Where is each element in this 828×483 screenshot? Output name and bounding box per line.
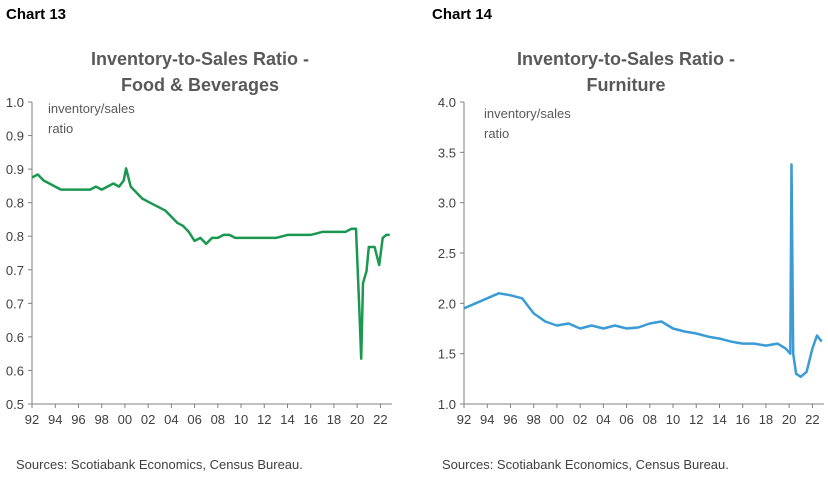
- x-tick-label: 96: [71, 412, 85, 427]
- chart-title-line-1: Inventory-to-Sales Ratio -: [516, 49, 736, 69]
- sources-note: Sources: Scotiabank Economics, Census Bu…: [442, 457, 729, 472]
- x-tick-label: 18: [327, 412, 341, 427]
- y-tick-label: 0.8: [6, 229, 24, 244]
- x-tick-label: 06: [619, 412, 633, 427]
- y-tick-label: 0.7: [6, 296, 24, 311]
- x-tick-label: 94: [48, 412, 62, 427]
- y-annotation-line-1: inventory/sales: [48, 101, 135, 116]
- x-tick-label: 12: [689, 412, 703, 427]
- y-tick-label: 0.9: [6, 162, 24, 177]
- y-tick-label: 0.6: [6, 330, 24, 345]
- chart-14-plot: inventory/sales ratio 1.0 1.5 2.0 2.5 3.0 3.5…: [438, 95, 824, 427]
- x-tick-label: 92: [25, 412, 39, 427]
- x-tick-label: 20: [782, 412, 796, 427]
- series-line: [31, 167, 390, 360]
- x-tick-label: 96: [503, 412, 517, 427]
- chart-label: Chart 14: [432, 6, 493, 23]
- y-tick-label: 0.7: [6, 263, 24, 278]
- y-tick-label: 2.0: [438, 296, 456, 311]
- x-tick-label: 04: [164, 412, 178, 427]
- x-tick-label: 18: [759, 412, 773, 427]
- y-tick-label: 1.5: [438, 347, 456, 362]
- y-tick-label: 4.0: [438, 95, 456, 110]
- y-tick-label: 0.5: [6, 397, 24, 412]
- chart-title: Inventory-to-Sales Ratio - Furniture: [426, 46, 826, 98]
- x-tick-label: 00: [550, 412, 564, 427]
- y-annotation-line-2: ratio: [484, 126, 509, 141]
- x-tick-label: 08: [211, 412, 225, 427]
- x-tick-label: 04: [596, 412, 610, 427]
- x-tick-label: 92: [457, 412, 471, 427]
- x-tick-label: 22: [373, 412, 387, 427]
- x-tick-label: 02: [573, 412, 587, 427]
- chart-14-panel: Chart 14 Inventory-to-Sales Ratio - Furn…: [426, 0, 828, 483]
- x-tick-label: 14: [280, 412, 294, 427]
- chart-label: Chart 13: [6, 6, 67, 23]
- x-tick-label: 16: [303, 412, 317, 427]
- y-annotation-line-2: ratio: [48, 121, 73, 136]
- y-tick-label: 2.5: [438, 246, 456, 261]
- x-tick-label: 22: [805, 412, 819, 427]
- y-tick-label: 0.9: [6, 129, 24, 144]
- chart-title-line-2: Food & Beverages: [120, 75, 280, 95]
- x-tick-label: 14: [712, 412, 726, 427]
- sources-note: Sources: Scotiabank Economics, Census Bu…: [16, 457, 303, 472]
- x-tick-label: 16: [735, 412, 749, 427]
- x-tick-label: 00: [118, 412, 132, 427]
- x-tick-label: 06: [187, 412, 201, 427]
- y-tick-label: 0.6: [6, 363, 24, 378]
- x-tick-label: 10: [666, 412, 680, 427]
- y-tick-label: 0.8: [6, 196, 24, 211]
- y-tick-label: 1.0: [438, 397, 456, 412]
- x-tick-label: 98: [526, 412, 540, 427]
- y-tick-label: 1.0: [6, 95, 24, 110]
- x-tick-label: 10: [234, 412, 248, 427]
- chart-13-plot: inventory/sales ratio 0.5 0.6 0.6 0.7 0.7 0.8…: [6, 95, 392, 427]
- y-annotation-line-1: inventory/sales: [484, 106, 571, 121]
- chart-title: Inventory-to-Sales Ratio - Food & Bevera…: [0, 46, 400, 98]
- series-line: [463, 163, 823, 379]
- chart-title-line-1: Inventory-to-Sales Ratio -: [90, 49, 310, 69]
- chart-13-panel: Chart 13 Inventory-to-Sales Ratio - Food…: [0, 6, 400, 472]
- chart-title-line-2: Furniture: [586, 75, 666, 95]
- x-tick-label: 02: [141, 412, 155, 427]
- y-tick-label: 3.0: [438, 196, 456, 211]
- x-tick-label: 94: [480, 412, 494, 427]
- x-tick-label: 20: [350, 412, 364, 427]
- x-tick-label: 08: [643, 412, 657, 427]
- x-tick-label: 98: [94, 412, 108, 427]
- y-tick-label: 3.5: [438, 145, 456, 160]
- x-tick-label: 12: [257, 412, 271, 427]
